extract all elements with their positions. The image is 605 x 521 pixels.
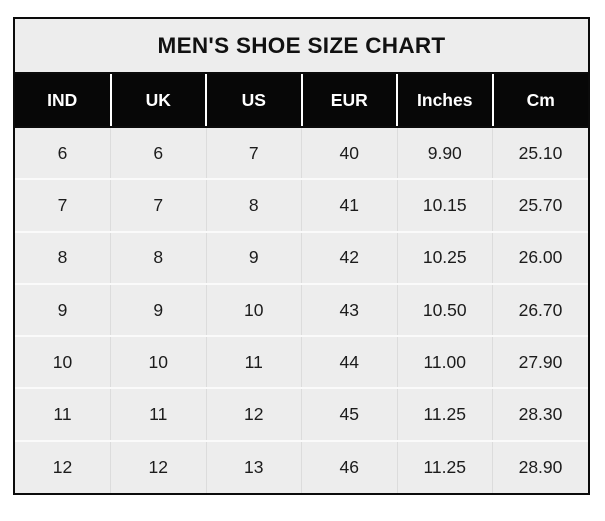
cell-uk: 12 bbox=[110, 440, 207, 494]
cell-us: 13 bbox=[206, 440, 302, 494]
column-header-uk: UK bbox=[110, 73, 207, 128]
cell-ind: 12 bbox=[15, 440, 111, 494]
cell-inches: 11.00 bbox=[397, 336, 493, 390]
cell-uk: 11 bbox=[110, 388, 207, 442]
column-header-ind: IND bbox=[15, 73, 112, 128]
cell-eur: 45 bbox=[301, 388, 398, 442]
cell-us: 8 bbox=[206, 179, 302, 233]
table-row: 11 11 12 45 11.25 28.30 bbox=[15, 388, 588, 442]
cell-ind: 8 bbox=[15, 231, 111, 285]
cell-ind: 10 bbox=[15, 336, 111, 390]
cell-eur: 46 bbox=[301, 440, 398, 494]
cell-us: 9 bbox=[206, 231, 302, 285]
cell-eur: 41 bbox=[301, 179, 398, 233]
cell-ind: 7 bbox=[15, 179, 111, 233]
cell-uk: 6 bbox=[110, 127, 207, 181]
cell-cm: 28.90 bbox=[492, 440, 588, 494]
cell-us: 11 bbox=[206, 336, 302, 390]
cell-inches: 11.25 bbox=[397, 388, 493, 442]
cell-us: 7 bbox=[206, 127, 302, 181]
cell-eur: 42 bbox=[301, 231, 398, 285]
cell-inches: 10.15 bbox=[397, 179, 493, 233]
table-row: 10 10 11 44 11.00 27.90 bbox=[15, 336, 588, 390]
mens-shoe-size-table: MEN'S SHOE SIZE CHART IND UK US EUR Inches Cm 6… bbox=[15, 19, 588, 494]
table-row: 7 7 8 41 10.15 25.70 bbox=[15, 179, 588, 233]
size-chart-container: MEN'S SHOE SIZE CHART IND UK US EUR Inches Cm 6… bbox=[13, 17, 590, 495]
column-header-inches: Inches bbox=[397, 73, 494, 128]
cell-cm: 27.90 bbox=[492, 336, 588, 390]
cell-us: 12 bbox=[206, 388, 302, 442]
cell-uk: 7 bbox=[110, 179, 207, 233]
table-row: 12 12 13 46 11.25 28.90 bbox=[15, 440, 588, 494]
cell-us: 10 bbox=[206, 283, 302, 338]
cell-cm: 25.70 bbox=[492, 179, 588, 233]
table-row: 9 9 10 43 10.50 26.70 bbox=[15, 283, 588, 338]
cell-eur: 40 bbox=[301, 127, 398, 181]
cell-ind: 9 bbox=[15, 283, 111, 338]
column-header-eur: EUR bbox=[301, 73, 398, 128]
column-header-us: US bbox=[206, 73, 303, 128]
cell-uk: 8 bbox=[110, 231, 207, 285]
cell-ind: 11 bbox=[15, 388, 111, 442]
cell-inches: 9.90 bbox=[397, 127, 493, 181]
cell-ind: 6 bbox=[15, 127, 111, 181]
column-header-cm: Cm bbox=[492, 73, 588, 128]
cell-cm: 26.00 bbox=[492, 231, 588, 285]
table-row: 8 8 9 42 10.25 26.00 bbox=[15, 231, 588, 285]
cell-eur: 44 bbox=[301, 336, 398, 390]
cell-uk: 10 bbox=[110, 336, 207, 390]
cell-inches: 10.50 bbox=[397, 283, 493, 338]
cell-eur: 43 bbox=[301, 283, 398, 338]
cell-inches: 10.25 bbox=[397, 231, 493, 285]
column-header-row: IND UK US EUR Inches Cm bbox=[15, 73, 588, 128]
table-row: 6 6 7 40 9.90 25.10 bbox=[15, 127, 588, 181]
chart-title-row: MEN'S SHOE SIZE CHART bbox=[15, 19, 588, 74]
cell-uk: 9 bbox=[110, 283, 207, 338]
cell-cm: 26.70 bbox=[492, 283, 588, 338]
chart-title: MEN'S SHOE SIZE CHART bbox=[15, 19, 588, 74]
cell-inches: 11.25 bbox=[397, 440, 493, 494]
cell-cm: 25.10 bbox=[492, 127, 588, 181]
cell-cm: 28.30 bbox=[492, 388, 588, 442]
